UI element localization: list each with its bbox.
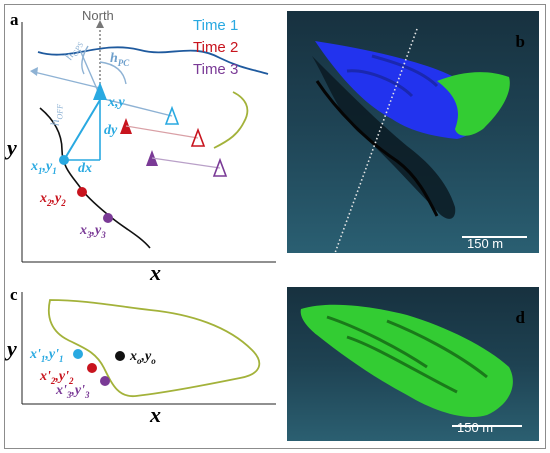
panel-a-y-axis-label: y: [7, 135, 17, 160]
panel-c-y-axis-label: y: [7, 336, 17, 361]
panel-label-a: a: [10, 10, 19, 29]
h-off-label: hOFF: [47, 103, 65, 126]
point-c-time1: [73, 349, 83, 359]
outline-c: [47, 299, 261, 397]
north-arrowhead: [96, 20, 104, 28]
panel-c-x-axis-label: x: [150, 402, 161, 427]
panel-d-point-cloud: d 150 m: [287, 287, 539, 441]
point-c-time3-label: x'3,y'3: [56, 383, 90, 400]
dy-label: dy: [104, 123, 118, 138]
h-gps-arc: [81, 45, 89, 75]
point-c-time3: [100, 376, 110, 386]
point-c-center: [115, 351, 125, 361]
xy-label: x,y: [108, 95, 125, 110]
h-off-arrowhead: [30, 67, 38, 76]
scanner-time3-open: [212, 157, 228, 177]
cloud-b-blue-detail: [346, 54, 439, 98]
river-line: [37, 46, 269, 75]
dx-label: dx: [78, 161, 92, 176]
north-label: North: [82, 8, 114, 23]
legend-time3: Time 3: [193, 61, 239, 78]
gps-heading-line: [79, 49, 101, 97]
cloud-b-black-trail: [315, 80, 439, 217]
panel-label-d: d: [515, 308, 525, 327]
point-time3-label: x3,y3: [80, 223, 106, 240]
h-off-line: [33, 71, 101, 89]
point-c-time2-label: x'2,y'2: [40, 369, 74, 386]
point-time2-label: x2,y2: [40, 191, 66, 208]
heading-line-time3: [151, 157, 221, 169]
h-pc-arc: [99, 61, 127, 85]
panel-label-b: b: [515, 32, 525, 51]
h-pc-label: hPC: [110, 51, 130, 68]
heading-line-time1: [99, 97, 173, 117]
scanner-time1-filled: [93, 82, 107, 100]
cloud-b-dark-region: [312, 56, 456, 219]
point-c-time2: [87, 363, 97, 373]
point-time1: [59, 155, 69, 165]
dx-dy-diagonal: [63, 99, 101, 161]
cloud-d-detail: [326, 315, 488, 394]
legend-time2: Time 2: [193, 39, 239, 56]
point-time2: [77, 187, 87, 197]
scanner-time1-open: [164, 105, 180, 125]
hillside-line: [213, 91, 249, 149]
panel-label-c: c: [10, 285, 18, 304]
heading-line-time2: [125, 125, 199, 139]
point-cloud-b-render: [312, 28, 527, 253]
legend-time1: Time 1: [193, 17, 239, 34]
point-time1-label: x1,y1: [31, 159, 57, 176]
panel-b-point-cloud: b 150 m: [287, 11, 539, 253]
panel-a-x-axis-label: x: [150, 260, 161, 285]
cloud-d-green-region: [300, 304, 513, 417]
point-cloud-d-render: [300, 304, 522, 427]
point-c-time1-label: x'1,y'1: [30, 347, 64, 364]
scale-bar-d-label: 150 m: [457, 420, 494, 435]
point-c-center-label: xo,yo: [130, 349, 156, 366]
cloud-b-green-region: [437, 72, 510, 136]
point-time3: [103, 213, 113, 223]
scale-bar-b-label: 150 m: [467, 236, 504, 251]
scanner-time2-open: [190, 127, 206, 147]
